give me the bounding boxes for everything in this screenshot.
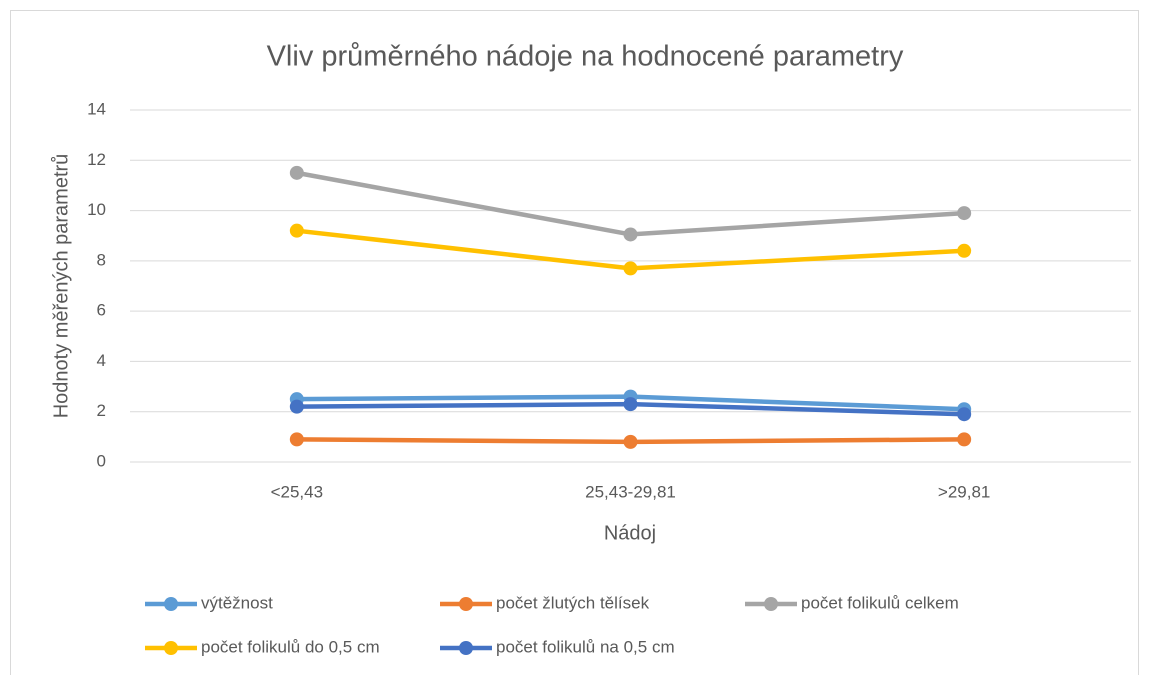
series-point xyxy=(957,407,972,422)
series-point xyxy=(623,261,638,276)
y-tick-label: 10 xyxy=(87,200,106,219)
legend-label: počet žlutých tělísek xyxy=(496,593,650,612)
y-tick-label: 4 xyxy=(97,351,106,370)
y-tick-label: 6 xyxy=(97,301,106,320)
y-tick-label: 8 xyxy=(97,250,106,269)
series-point xyxy=(957,432,972,447)
legend-marker xyxy=(764,597,778,611)
y-axis-title: Hodnoty měřených parametrů xyxy=(50,154,72,419)
legend-label: počet folikulů do 0,5 cm xyxy=(201,637,380,656)
legend-marker xyxy=(164,597,178,611)
legend-label: počet folikulů celkem xyxy=(801,593,959,612)
chart-border xyxy=(10,10,1139,675)
y-tick-label: 2 xyxy=(97,401,106,420)
legend-marker xyxy=(164,641,178,655)
series-point xyxy=(623,227,638,242)
y-tick-label: 12 xyxy=(87,150,106,169)
series-point xyxy=(289,399,304,414)
legend-marker xyxy=(459,597,473,611)
series-point xyxy=(623,434,638,449)
chart-title: Vliv průměrného nádoje na hodnocené para… xyxy=(267,41,904,73)
y-tick-label: 0 xyxy=(97,451,106,470)
legend-label: výtěžnost xyxy=(201,593,273,612)
series-point xyxy=(289,432,304,447)
series-point xyxy=(289,165,304,180)
legend-label: počet folikulů na 0,5 cm xyxy=(496,637,675,656)
x-axis-title: Nádoj xyxy=(604,522,656,544)
series-point xyxy=(623,397,638,412)
series-point xyxy=(957,243,972,258)
legend-marker xyxy=(459,641,473,655)
series-point xyxy=(957,206,972,221)
series-point xyxy=(289,223,304,238)
y-tick-label: 14 xyxy=(87,99,106,118)
x-tick-label: <25,43 xyxy=(271,482,323,501)
x-tick-label: >29,81 xyxy=(938,482,990,501)
x-tick-label: 25,43-29,81 xyxy=(585,482,676,501)
